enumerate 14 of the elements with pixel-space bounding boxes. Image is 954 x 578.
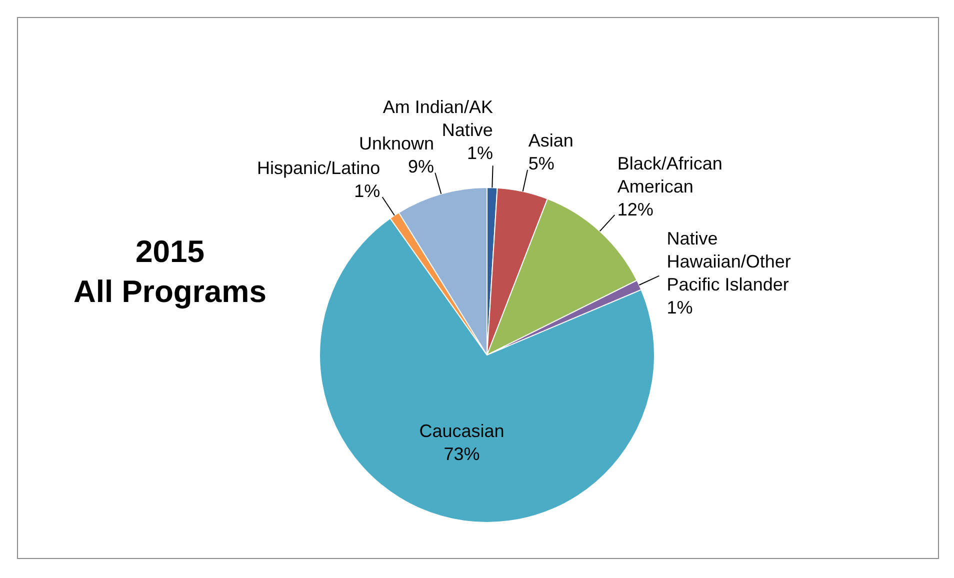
slice-label: Native Hawaiian/Other Pacific Islander: [666, 228, 791, 295]
slice-label: Caucasian: [419, 421, 504, 442]
data-label: 1%: [354, 181, 380, 202]
text: 2015 All Programs: [72, 233, 268, 311]
slice-label: Black/African American: [617, 153, 722, 196]
slice-label: Asian: [528, 130, 574, 150]
data-label: 5%: [528, 153, 554, 174]
data-label: 9%: [408, 156, 434, 176]
slice-label: Hispanic/Latino: [257, 158, 380, 178]
data-label: 1%: [466, 143, 493, 164]
data-label: 73%: [444, 444, 480, 464]
data-label: 1%: [666, 298, 693, 318]
slice-label: Unknown: [359, 133, 434, 154]
data-label: 12%: [617, 199, 654, 220]
